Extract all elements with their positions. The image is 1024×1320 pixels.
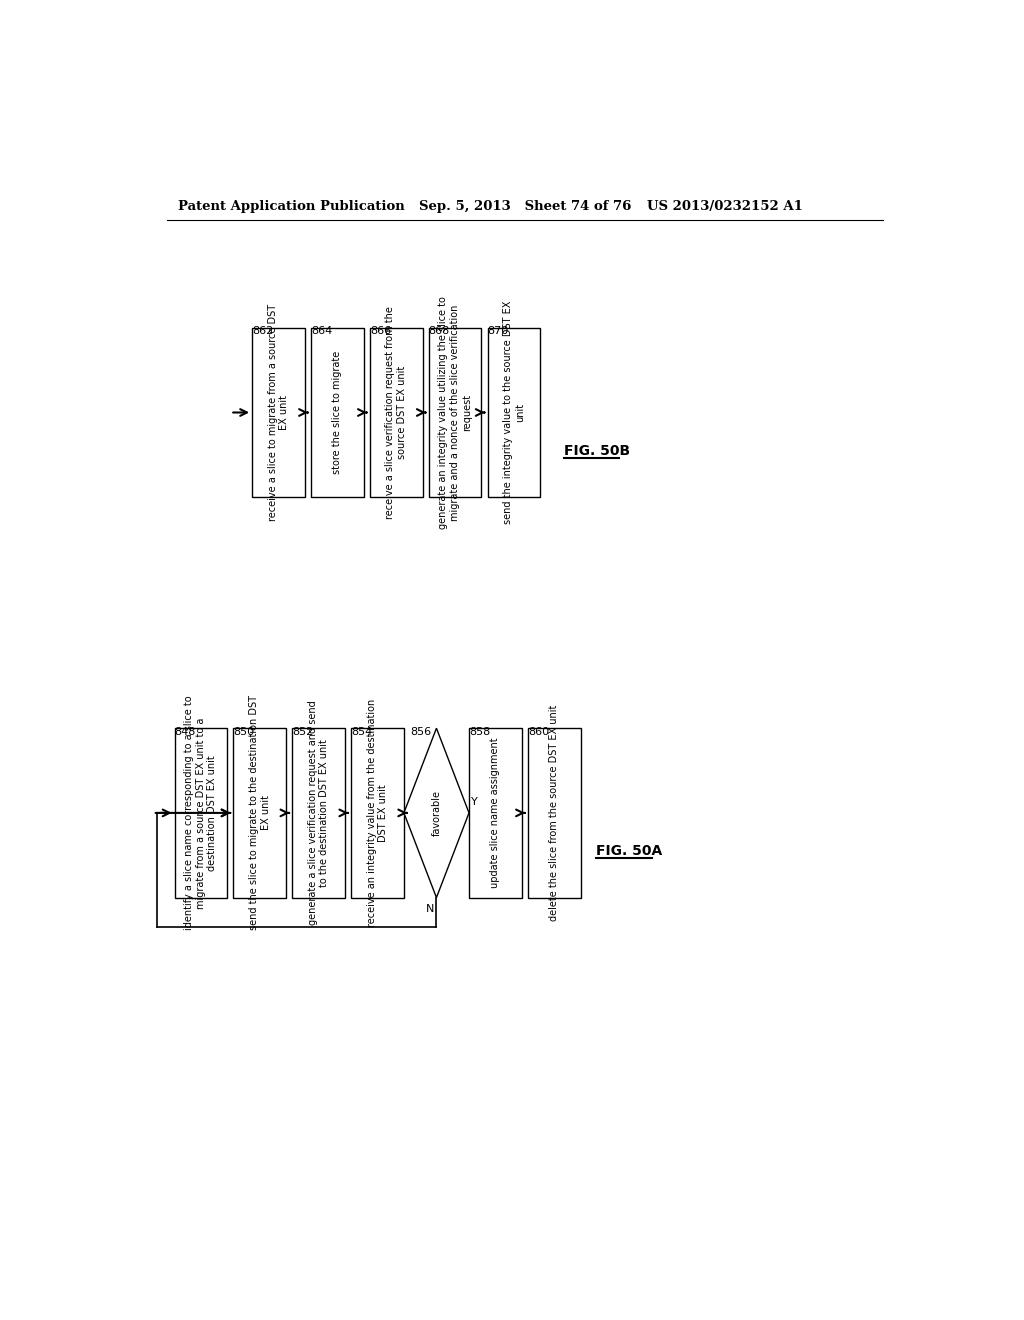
- Text: US 2013/0232152 A1: US 2013/0232152 A1: [647, 199, 803, 213]
- Bar: [292, 729, 345, 898]
- Text: send the slice to migrate to the destination DST
EX unit: send the slice to migrate to the destina…: [249, 696, 270, 931]
- Text: Patent Application Publication: Patent Application Publication: [178, 199, 406, 213]
- Text: 860: 860: [528, 726, 549, 737]
- Text: generate an integrity value utilizing the slice to
migrate and a nonce of the sl: generate an integrity value utilizing th…: [438, 296, 472, 529]
- Text: 850: 850: [233, 726, 255, 737]
- Text: 852: 852: [292, 726, 313, 737]
- Text: Sep. 5, 2013   Sheet 74 of 76: Sep. 5, 2013 Sheet 74 of 76: [419, 199, 631, 213]
- Text: FIG. 50B: FIG. 50B: [563, 444, 630, 458]
- Text: 854: 854: [351, 726, 373, 737]
- Text: 868: 868: [429, 326, 450, 337]
- Bar: [469, 729, 521, 898]
- Text: receive a slice to migrate from a source DST
EX unit: receive a slice to migrate from a source…: [267, 304, 289, 521]
- Text: receive a slice verification request from the
source DST EX unit: receive a slice verification request fro…: [385, 306, 407, 519]
- Text: 870: 870: [487, 326, 509, 337]
- Bar: [487, 327, 541, 498]
- Text: favorable: favorable: [431, 789, 441, 836]
- Text: N: N: [426, 904, 434, 913]
- Text: FIG. 50A: FIG. 50A: [596, 845, 663, 858]
- Bar: [252, 327, 305, 498]
- Bar: [429, 327, 481, 498]
- Text: 866: 866: [370, 326, 391, 337]
- Bar: [174, 729, 227, 898]
- Text: 858: 858: [469, 726, 490, 737]
- Bar: [528, 729, 581, 898]
- Text: update slice name assignment: update slice name assignment: [490, 738, 501, 888]
- Text: delete the slice from the source DST EX unit: delete the slice from the source DST EX …: [549, 705, 559, 921]
- Text: send the integrity value to the source DST EX
unit: send the integrity value to the source D…: [503, 301, 524, 524]
- Text: 856: 856: [410, 726, 431, 737]
- Text: Y: Y: [471, 797, 478, 807]
- Bar: [351, 729, 403, 898]
- Text: 862: 862: [252, 326, 273, 337]
- Text: store the slice to migrate: store the slice to migrate: [332, 351, 342, 474]
- Bar: [370, 327, 423, 498]
- Text: 848: 848: [174, 726, 196, 737]
- Text: identify a slice name corresponding to a slice to
migrate from a source DST EX u: identify a slice name corresponding to a…: [184, 696, 217, 931]
- Text: generate a slice verification request and send
to the destination DST EX unit: generate a slice verification request an…: [308, 701, 330, 925]
- Text: 864: 864: [311, 326, 332, 337]
- Polygon shape: [403, 729, 469, 898]
- Bar: [233, 729, 286, 898]
- Bar: [311, 327, 364, 498]
- Text: receive an integrity value from the destination
DST EX unit: receive an integrity value from the dest…: [367, 698, 388, 927]
